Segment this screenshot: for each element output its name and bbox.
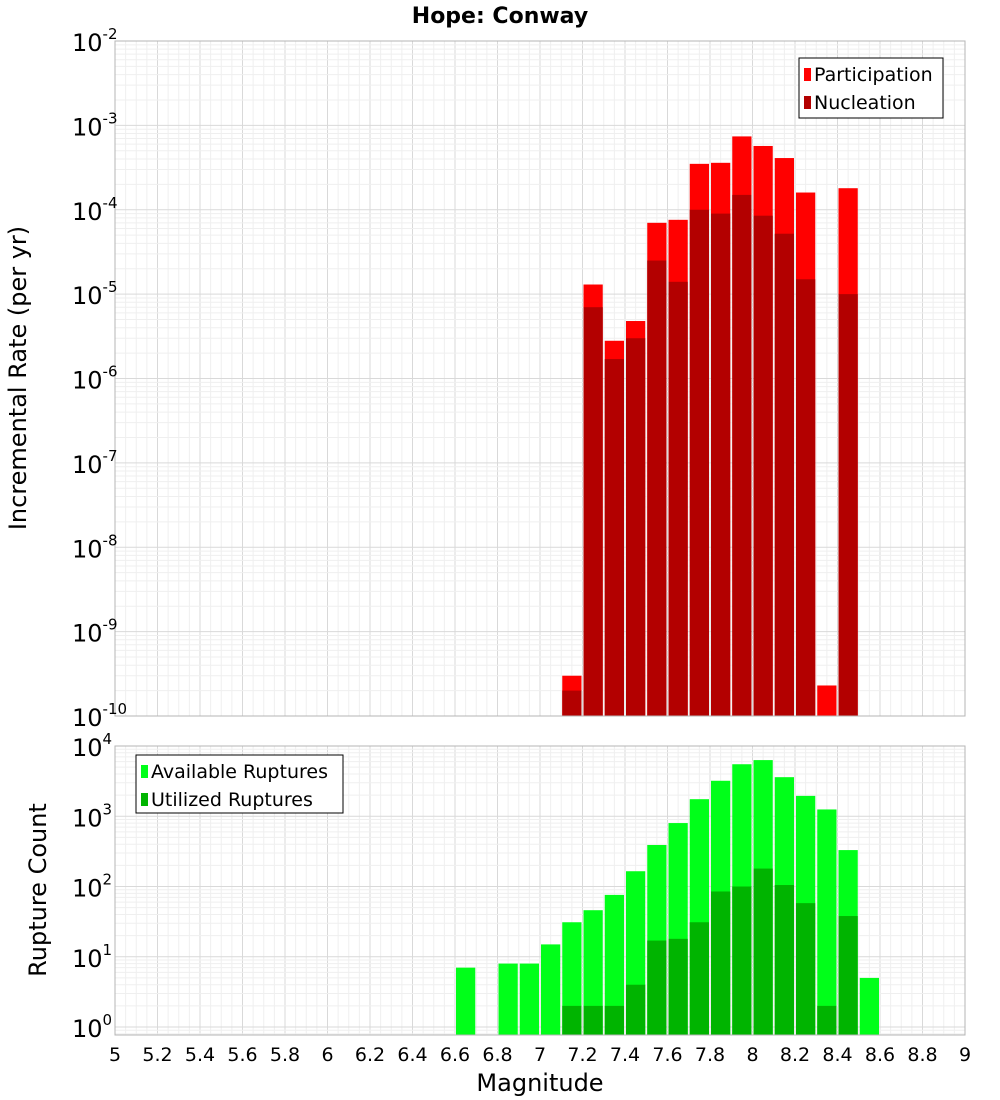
x-tick-label: 6.8	[482, 1044, 512, 1066]
rate-panel: 10-10 10-9 10-8 10-7 10-6 10-5 10-4 10-3 10-2 Par…	[4, 25, 966, 732]
rate-tick-label: 10-2	[72, 25, 118, 57]
count-a-bar	[859, 977, 879, 1035]
count-b-bar	[838, 916, 858, 1035]
rate-legend-swatch	[804, 96, 811, 109]
count-b-bar	[753, 868, 773, 1035]
x-tick-label: 5.8	[270, 1044, 300, 1066]
rate-b-bar	[626, 338, 646, 716]
rate-legend-label: Nucleation	[814, 92, 916, 114]
rate-a-bar	[817, 685, 837, 716]
rate-b-bar	[668, 281, 688, 716]
rate-tick-label: 10-10	[72, 700, 127, 732]
rate-plot-frame	[114, 40, 966, 717]
rate-b-bar	[753, 215, 773, 717]
count-b-bar	[817, 1005, 837, 1035]
count-b-bar	[732, 886, 752, 1035]
count-b-bar	[668, 938, 688, 1035]
x-tick-label: 5.6	[227, 1044, 257, 1066]
rate-tick-label: 10-9	[72, 616, 118, 648]
count-b-bar	[647, 940, 667, 1035]
rate-tick-label: 10-4	[72, 194, 118, 226]
count-y-axis-label: Rupture Count	[24, 803, 52, 977]
x-tick-label: 7.8	[695, 1044, 725, 1066]
x-tick-label: 5.4	[185, 1044, 215, 1066]
rate-b-bar	[562, 690, 582, 716]
rate-legend-label: Participation	[814, 64, 933, 86]
count-a-bar	[519, 963, 539, 1035]
x-tick-label: 6.6	[440, 1044, 470, 1066]
count-legend-label: Utilized Ruptures	[151, 789, 313, 811]
rate-b-bar	[732, 194, 752, 716]
count-b-bar	[604, 1005, 624, 1035]
count-a-bar	[583, 910, 603, 1035]
count-b-bar	[562, 1005, 582, 1035]
count-b-bar	[583, 1005, 603, 1035]
count-tick-label: 101	[72, 941, 112, 973]
rate-tick-label: 10-6	[72, 363, 118, 395]
x-tick-label: 8	[746, 1044, 758, 1066]
rate-b-bar	[774, 233, 794, 716]
chart-title: Hope: Conway	[412, 4, 588, 29]
count-b-bar	[711, 891, 731, 1035]
count-tick-label: 104	[72, 730, 112, 762]
count-tick-label: 100	[72, 1011, 112, 1043]
x-tick-label: 9	[959, 1044, 971, 1066]
count-legend-label: Available Ruptures	[151, 761, 328, 783]
rate-b-bar	[647, 260, 667, 716]
count-legend-swatch	[141, 765, 148, 778]
count-a-bar	[456, 967, 476, 1035]
x-tick-label: 7	[534, 1044, 546, 1066]
rate-y-axis-label: Incremental Rate (per yr)	[4, 226, 32, 530]
count-a-bar	[604, 894, 624, 1035]
count-a-bar	[817, 809, 837, 1035]
rate-b-bar	[711, 213, 731, 717]
x-axis-label: Magnitude	[476, 1069, 603, 1097]
rate-b-bar	[838, 294, 858, 716]
count-a-bar	[498, 963, 518, 1035]
x-tick-label: 7.4	[610, 1044, 640, 1066]
rate-b-bar	[583, 307, 603, 716]
rate-tick-label: 10-5	[72, 278, 118, 310]
x-tick-label: 5	[109, 1044, 121, 1066]
x-tick-label: 8.6	[865, 1044, 895, 1066]
x-tick-label: 8.2	[780, 1044, 810, 1066]
x-tick-label: 6	[321, 1044, 333, 1066]
x-tick-label: 8.8	[907, 1044, 937, 1066]
count-panel: 100 101 102 103 104 Available Ruptures Utilize…	[24, 730, 971, 1097]
count-a-bar	[541, 944, 561, 1035]
x-tick-label: 5.2	[142, 1044, 172, 1066]
rate-b-bar	[689, 209, 709, 716]
count-b-bar	[689, 922, 709, 1035]
count-tick-label: 102	[72, 871, 112, 903]
count-b-bar	[626, 984, 646, 1035]
x-tick-label: 8.4	[822, 1044, 852, 1066]
count-legend-swatch	[141, 793, 148, 806]
x-tick-label: 6.4	[397, 1044, 427, 1066]
rate-tick-label: 10-7	[72, 447, 118, 479]
x-tick-label: 6.2	[355, 1044, 385, 1066]
count-b-bar	[774, 885, 794, 1035]
rate-b-bar	[604, 359, 624, 716]
rate-b-bar	[796, 279, 816, 716]
count-b-bar	[796, 903, 816, 1035]
x-tick-label: 7.2	[567, 1044, 597, 1066]
rate-tick-label: 10-8	[72, 531, 118, 563]
count-legend-box	[135, 754, 344, 814]
count-tick-label: 103	[72, 800, 112, 832]
count-plot-frame	[114, 745, 966, 1036]
rate-legend-box	[798, 57, 944, 119]
rate-legend-swatch	[804, 68, 811, 81]
rate-tick-label: 10-3	[72, 109, 118, 141]
x-tick-label: 7.6	[652, 1044, 682, 1066]
